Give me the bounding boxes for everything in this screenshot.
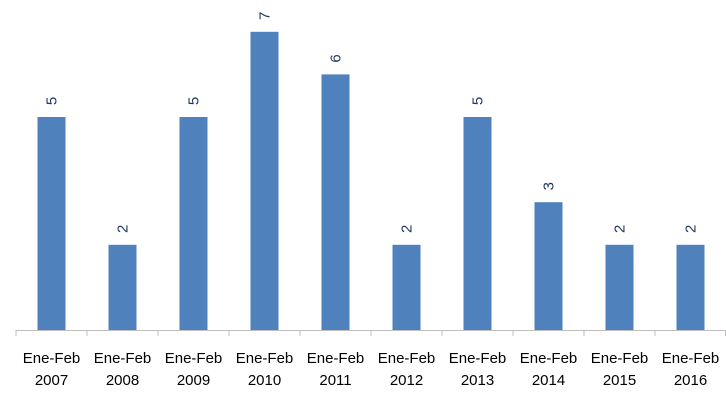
- data-label: 5: [186, 97, 203, 105]
- data-label: 5: [470, 97, 487, 105]
- data-label: 2: [399, 225, 416, 233]
- bar: [676, 244, 705, 330]
- x-tick-label: Ene-Feb: [449, 350, 507, 367]
- plot-area: 5 2 5 7 6 2 5 3 2 2 Ene-Feb 2007 Ene-Feb 2008 Ene-Feb 2…: [15, 12, 726, 389]
- x-tick-label: Ene-Feb: [94, 350, 152, 367]
- x-tick-label: 2007: [35, 372, 68, 389]
- bar: [108, 244, 137, 330]
- x-tick-label: Ene-Feb: [236, 350, 294, 367]
- x-tick-label: Ene-Feb: [23, 350, 81, 367]
- x-tick-label: Ene-Feb: [591, 350, 649, 367]
- bar: [321, 74, 350, 331]
- x-tick-label: Ene-Feb: [520, 350, 578, 367]
- x-tick-label: 2010: [248, 372, 281, 389]
- data-label: 5: [44, 97, 61, 105]
- data-label: 3: [541, 182, 558, 190]
- data-label: 2: [115, 225, 132, 233]
- x-tick-label: 2008: [106, 372, 139, 389]
- x-tick-label: 2012: [390, 372, 423, 389]
- data-label: 7: [257, 12, 274, 20]
- bar: [37, 117, 66, 330]
- x-tick-label: 2013: [461, 372, 494, 389]
- x-tick-label: 2015: [603, 372, 636, 389]
- bar: [534, 202, 563, 330]
- x-tick-label: 2011: [319, 372, 351, 389]
- data-label: 2: [683, 225, 700, 233]
- x-tick-label: 2014: [532, 372, 565, 389]
- bar: [463, 117, 492, 330]
- x-tick-label: Ene-Feb: [165, 350, 223, 367]
- x-tick-label: Ene-Feb: [378, 350, 436, 367]
- x-tick-label: Ene-Feb: [307, 350, 365, 367]
- bar: [605, 244, 634, 330]
- bar: [392, 244, 421, 330]
- x-tick-label: 2009: [177, 372, 210, 389]
- bar: [250, 31, 279, 331]
- data-label: 6: [328, 54, 345, 62]
- x-tick-label: 2016: [674, 372, 707, 389]
- data-label: 2: [612, 225, 629, 233]
- x-tick-label: Ene-Feb: [662, 350, 720, 367]
- bar: [179, 117, 208, 330]
